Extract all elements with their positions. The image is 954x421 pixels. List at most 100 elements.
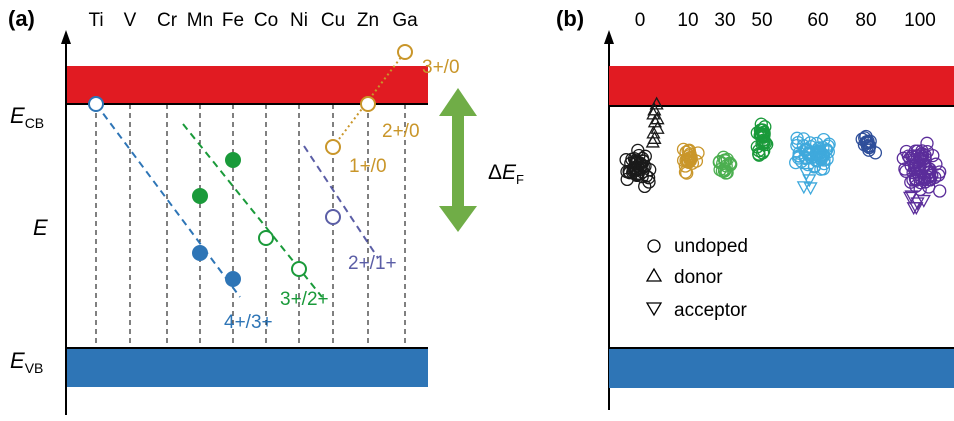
co-3-2-open-marker — [258, 230, 274, 246]
donor-marker — [650, 111, 665, 125]
undoped-marker — [631, 143, 645, 158]
transition-label-4-3: 4+/3+ — [224, 312, 273, 333]
element-label: V — [124, 10, 137, 31]
energy-label: E — [33, 215, 48, 240]
undoped-marker — [636, 160, 650, 174]
undoped-marker — [911, 162, 925, 177]
undoped-marker — [639, 169, 654, 183]
element-labels: Ti V Cr Mn Fe Co Ni Cu Zn Ga — [88, 10, 418, 31]
element-label: Ti — [88, 10, 103, 31]
undoped-marker — [820, 143, 834, 157]
undoped-marker — [632, 148, 646, 163]
fe-3-2-marker — [225, 152, 241, 168]
mn-3-2-marker — [192, 188, 208, 204]
tick-label: 10 — [677, 10, 698, 31]
tick-label: 50 — [751, 10, 772, 31]
tick-label: 30 — [714, 10, 735, 31]
element-label: Fe — [222, 10, 244, 31]
undoped-marker — [904, 159, 918, 173]
delta-ef-arrow-shaft — [452, 114, 464, 210]
acceptor-marker — [916, 194, 931, 208]
undoped-marker — [642, 175, 656, 189]
ga-3-0-open-marker — [397, 44, 413, 60]
transition-label-1-0: 1+/0 — [349, 156, 387, 177]
undoped-marker — [862, 143, 876, 157]
acceptor-marker — [799, 167, 814, 181]
legend-undoped-label: undoped — [674, 236, 748, 257]
undoped-marker — [679, 153, 693, 168]
delta-ef-label: ΔEF — [488, 161, 524, 187]
acceptor-marker — [796, 181, 811, 195]
undoped-marker — [760, 137, 774, 152]
legend: undoped donor acceptor — [645, 236, 748, 321]
delta-ef-arrow-bottom — [439, 206, 477, 232]
undoped-marker — [750, 126, 764, 140]
panel-b-axis-arrowhead — [604, 30, 614, 44]
legend-donor-label: donor — [674, 267, 723, 288]
element-label: Co — [254, 10, 278, 31]
undoped-marker — [810, 146, 824, 160]
legend-acceptor-label: acceptor — [674, 300, 748, 321]
undoped-marker — [641, 171, 656, 185]
undoped-marker — [720, 152, 734, 167]
undoped-marker — [635, 151, 650, 166]
undoped-marker — [912, 152, 927, 166]
acceptor-marker — [904, 190, 919, 204]
undoped-marker — [633, 157, 647, 171]
legend-undoped-symbol — [647, 239, 661, 253]
undoped-marker — [802, 145, 817, 159]
undoped-marker — [755, 137, 769, 151]
undoped-marker — [820, 152, 834, 166]
transition-label-3-2: 3+/2+ — [280, 289, 329, 310]
undoped-marker — [933, 184, 947, 198]
acceptor-marker — [802, 174, 817, 188]
undoped-marker — [912, 170, 927, 185]
ecb-label: ECB — [10, 103, 44, 131]
transition-label-2-1: 2+/1+ — [348, 253, 397, 274]
element-label: Cu — [321, 10, 345, 31]
ti-4-3-open-marker — [88, 96, 104, 112]
panel-b-tag: (b) — [556, 6, 584, 31]
tick-label: 80 — [855, 10, 876, 31]
mn-4-3-marker — [192, 245, 208, 261]
cu-2-1-open-marker — [325, 209, 341, 225]
undoped-marker — [620, 165, 634, 179]
undoped-marker — [801, 157, 815, 172]
acceptor-marker — [910, 197, 925, 211]
fe-4-3-marker — [225, 271, 241, 287]
element-label: Cr — [157, 10, 178, 31]
undoped-marker — [909, 173, 923, 187]
donor-marker — [647, 102, 662, 116]
transition-label-3-0: 3+/0 — [422, 57, 460, 78]
undoped-marker — [719, 166, 733, 180]
legend-donor-symbol — [645, 267, 663, 282]
undoped-marker — [755, 123, 769, 137]
undoped-marker — [716, 156, 730, 171]
undoped-marker — [796, 132, 811, 146]
trend-4-3-line — [95, 103, 241, 298]
energy-axis-arrowhead — [61, 30, 71, 44]
trend-2-1-line — [303, 145, 379, 259]
tick-label: 100 — [904, 10, 936, 31]
legend-acceptor-symbol — [645, 302, 663, 317]
tick-label: 0 — [635, 10, 646, 31]
undoped-marker — [756, 128, 771, 142]
undoped-marker — [790, 131, 804, 145]
undoped-marker — [791, 151, 806, 165]
valence-band-b — [609, 348, 954, 388]
panel-a: (a) Ti V Cr Mn Fe Co Ni Cu Zn Ga — [8, 6, 524, 415]
undoped-marker — [681, 144, 695, 158]
undoped-marker — [620, 172, 634, 187]
element-label: Ga — [392, 10, 418, 31]
acceptor-marker — [909, 202, 924, 216]
undoped-marker — [915, 149, 930, 163]
panel-b: (b) 0 10 30 50 60 80 100 undoped donor a… — [556, 6, 954, 410]
undoped-marker — [920, 144, 934, 159]
undoped-marker — [807, 160, 822, 174]
tick-label: 60 — [807, 10, 828, 31]
ni-3-2-open-marker — [291, 261, 307, 277]
element-label: Ni — [290, 10, 308, 31]
donor-marker — [645, 134, 660, 148]
conduction-band-b — [609, 66, 954, 106]
